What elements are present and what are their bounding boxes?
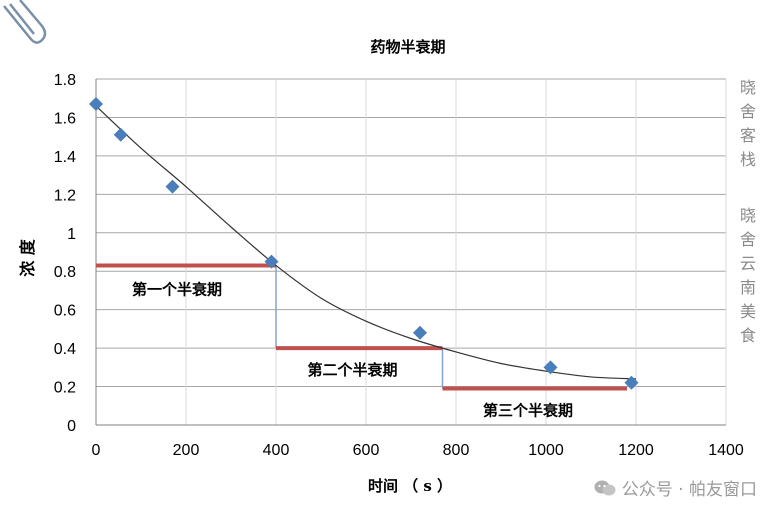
y-tick-label: 1	[67, 226, 76, 243]
x-tick-label: 600	[353, 442, 380, 459]
watermark-side-text-1: 晓舍客栈	[739, 78, 756, 169]
x-tick-label: 200	[173, 442, 200, 459]
x-tick-label: 1200	[618, 442, 654, 459]
x-tick-label: 0	[92, 442, 101, 459]
wechat-icon	[594, 480, 616, 495]
data-point	[165, 179, 180, 194]
data-point	[624, 375, 639, 390]
y-tick-label: 0.8	[54, 264, 76, 281]
y-tick-label: 0.2	[54, 380, 76, 397]
y-tick-label: 1.2	[54, 187, 76, 204]
y-tick-label: 1.4	[54, 149, 76, 166]
trend-line	[95, 105, 637, 380]
y-tick-label: 1.6	[54, 110, 76, 127]
x-tick-label: 1000	[528, 442, 564, 459]
y-tick-label: 0.4	[54, 341, 76, 358]
data-point	[413, 325, 427, 340]
y-axis-label: 浓 度	[18, 238, 37, 277]
chart-title: 药物半衰期	[370, 38, 445, 56]
x-tick-label: 400	[263, 442, 290, 459]
half-life-label: 第三个半衰期	[483, 401, 573, 419]
half-life-label: 第一个半衰期	[132, 280, 222, 298]
y-tick-label: 0	[67, 418, 76, 435]
half-life-label: 第二个半衰期	[307, 361, 397, 379]
data-point	[264, 254, 279, 269]
data-point	[89, 96, 103, 111]
paperclip-icon	[3, 0, 47, 44]
watermark-side-text-2: 晓舍云南美食	[739, 206, 756, 345]
x-axis-label: 时间 （ s ）	[368, 477, 452, 495]
x-tick-label: 800	[443, 442, 470, 459]
data-point	[543, 360, 558, 375]
y-tick-label: 0.6	[54, 303, 76, 320]
y-tick-label: 1.8	[54, 72, 76, 89]
watermark-bottom-text: 公众号 · 帕友窗口	[621, 480, 757, 500]
data-point	[113, 127, 128, 142]
x-tick-label: 1400	[708, 442, 744, 459]
watermark-bottom: 公众号 · 帕友窗口	[594, 475, 757, 500]
